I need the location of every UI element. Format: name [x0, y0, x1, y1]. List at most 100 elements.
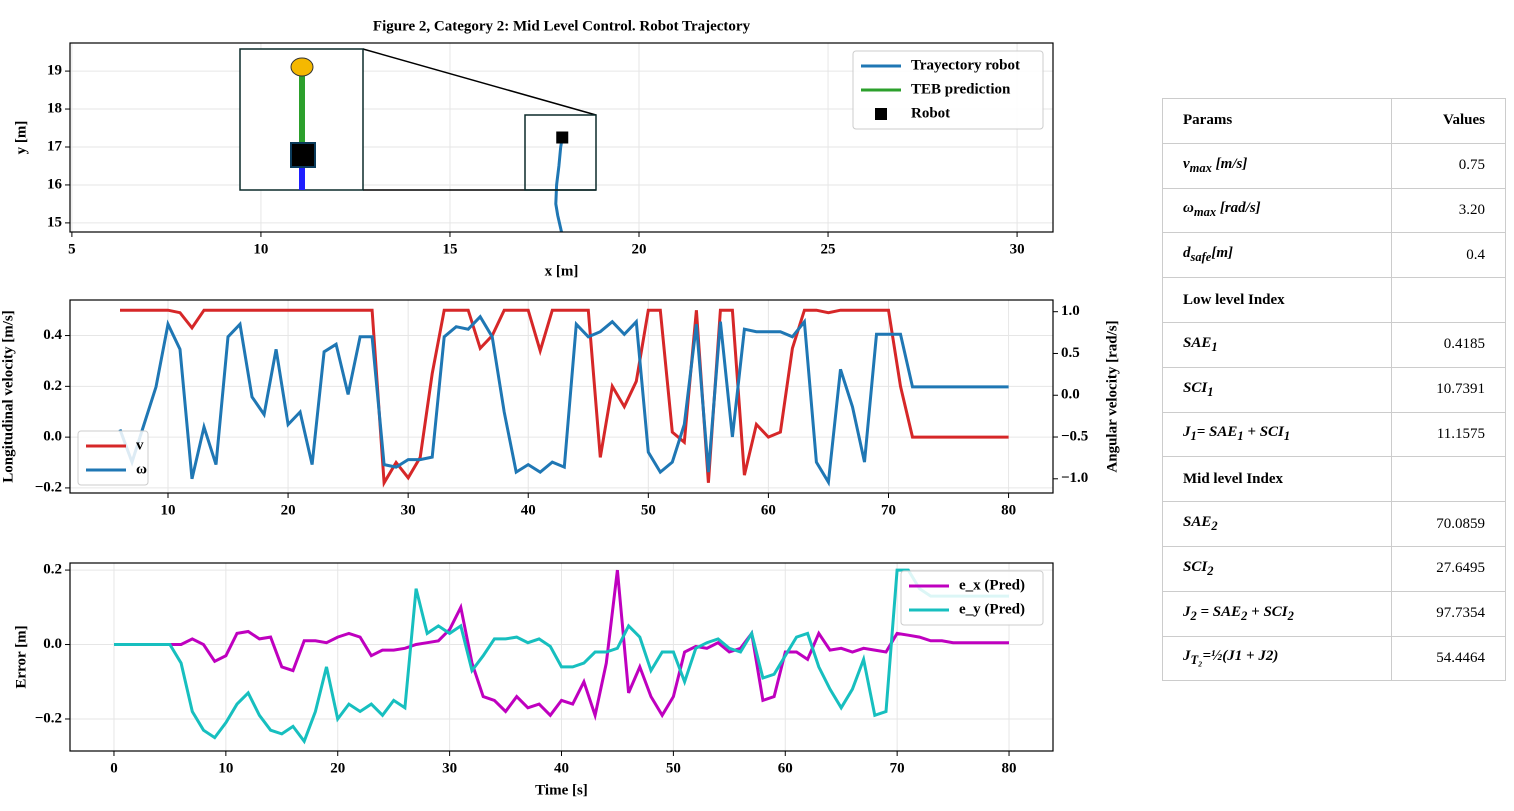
value-text: 0.4185 [1443, 336, 1485, 353]
param-text: ω [1183, 200, 1194, 217]
param-text: =½(J1 + J2) [1202, 648, 1279, 665]
x-tick-label: 50 [641, 502, 656, 518]
value-cell: 54.4464 [1391, 635, 1506, 682]
legend-frame [852, 50, 1044, 130]
y-tick-label: 15 [47, 214, 62, 230]
y-tick-label: 17 [47, 138, 63, 154]
chart-title: Figure 2, Category 2: Mid Level Control.… [373, 18, 751, 34]
legend-label: e_x (Pred) [959, 577, 1025, 593]
table-row: SAE1 0.4185 [1162, 321, 1506, 368]
legend-label: v [136, 437, 144, 453]
x-tick-label: 70 [890, 760, 905, 776]
value-text: 0.75 [1458, 157, 1485, 174]
param-cell: ωmax [rad/s] [1162, 187, 1392, 234]
value-text: 0.4 [1466, 246, 1485, 263]
param-text: SCI [1183, 379, 1208, 396]
legend-label: TEB prediction [911, 81, 1011, 97]
param-text: [rad/s] [1216, 200, 1261, 217]
param-text: SCI [1183, 558, 1208, 575]
x-tick-label: 20 [281, 502, 296, 518]
axes-frame [69, 562, 1054, 752]
legend-label: ω [136, 461, 147, 477]
table-row: JT₂=½(J1 + J2) 54.4464 [1162, 635, 1506, 682]
table-row: SCI1 10.7391 [1162, 366, 1506, 413]
x-tick-label: 5 [68, 241, 76, 257]
y-tick-label: 18 [47, 100, 62, 116]
y-axis-label: Error [m] [13, 625, 29, 688]
header-row: Params Values [1162, 98, 1506, 144]
x-tick-label: 25 [821, 241, 836, 257]
param-cell: SCI1 [1162, 366, 1392, 413]
table-row: SAE2 70.0859 [1162, 501, 1506, 547]
x-tick-label: 10 [253, 241, 268, 257]
table-row: Mid level Index [1162, 456, 1506, 503]
x-tick-label: 80 [1002, 760, 1017, 776]
param-text: = SAE [1196, 603, 1242, 620]
y-tick-label: 0.2 [43, 562, 62, 578]
x-tick-label: 40 [554, 760, 569, 776]
value-text: 11.1575 [1436, 425, 1485, 442]
axes-frame [69, 42, 1054, 233]
param-text: J [1183, 603, 1191, 620]
y2-axis-label: Angular velocity [rad/s] [1104, 320, 1120, 472]
x-tick-label: 40 [521, 502, 536, 518]
y-tick-label: 0.2 [43, 378, 62, 394]
y-axis-label: y [m] [13, 121, 29, 155]
param-text: T₂ [1190, 653, 1203, 668]
value-cell: 3.20 [1391, 187, 1506, 234]
param-text: J [1183, 648, 1191, 665]
x-axis-label: Time [s] [535, 782, 588, 798]
x-tick-label: 30 [1010, 241, 1025, 257]
axes-frame [69, 299, 1054, 494]
value-cell [1391, 456, 1506, 503]
series-line [554, 137, 564, 232]
legend-label: Trayectory robot [911, 57, 1020, 73]
param-text: 1 [1237, 429, 1244, 444]
value-text: 97.7354 [1436, 605, 1485, 622]
param-text: d [1183, 245, 1191, 262]
x-axis-label: x [m] [545, 263, 579, 279]
param-cell: J1= SAE1 + SCI1 [1162, 411, 1392, 458]
y-tick-label: 16 [47, 176, 63, 192]
robot-marker [556, 131, 569, 144]
chart: 0 10 20 30 40 50 60 70 80 −0.2 0.0 0.2 Time [s] Error… [13, 562, 1054, 798]
param-cell: Low level Index [1162, 277, 1392, 323]
param-cell: SAE2 [1162, 501, 1392, 547]
header-text: Params [1183, 112, 1233, 129]
param-text: max [1193, 205, 1217, 220]
table-row: ωmax [rad/s] 3.20 [1162, 187, 1506, 234]
legend-label: Robot [911, 105, 950, 121]
param-cell: SAE1 [1162, 321, 1392, 368]
param-text: Low level Index [1183, 291, 1285, 308]
x-tick-label: 20 [330, 760, 345, 776]
param-text: SAE [1183, 514, 1212, 531]
param-cell: SCI2 [1162, 545, 1392, 592]
value-cell: 0.4 [1391, 232, 1506, 279]
x-tick-label: 30 [442, 760, 457, 776]
value-text: 3.20 [1458, 201, 1485, 218]
value-cell: 0.75 [1391, 142, 1506, 189]
series-line [114, 568, 1009, 745]
value-cell: 97.7354 [1391, 590, 1506, 637]
y2-tick-label: −1.0 [1061, 470, 1088, 486]
x-tick-label: 10 [160, 502, 175, 518]
y-tick-label: −0.2 [35, 710, 62, 726]
legend: e_x (Pred) e_y (Pred) [900, 570, 1044, 626]
header-text: Values [1443, 112, 1485, 129]
value-cell: 27.6495 [1391, 545, 1506, 592]
figure: 5 10 15 20 25 30 15 16 17 18 19 Figure 2, Category … [0, 18, 1120, 798]
param-text: = SAE [1196, 424, 1238, 441]
param-cell: Mid level Index [1162, 456, 1392, 503]
param-cell: J2 = SAE2 + SCI2 [1162, 590, 1392, 637]
param-text: [m] [1211, 245, 1233, 262]
chart: 10 20 30 40 50 60 70 80 −0.2 0.0 0.2 0.4 −1.0 −0.5 0.0… [0, 299, 1120, 518]
value-text: 27.6495 [1436, 560, 1485, 577]
y-tick-label: 19 [47, 63, 62, 79]
table-row: J1= SAE1 + SCI1 11.1575 [1162, 411, 1506, 458]
y2-tick-label: 0.0 [1061, 387, 1080, 403]
value-text: 54.4464 [1436, 649, 1485, 666]
value-text: 70.0859 [1436, 515, 1485, 532]
zoom-region [524, 114, 597, 191]
param-text: + SCI [1243, 424, 1284, 441]
x-tick-label: 10 [218, 760, 233, 776]
